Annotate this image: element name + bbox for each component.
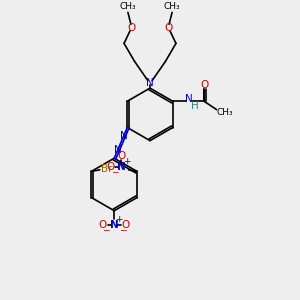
Text: Br: Br bbox=[101, 164, 113, 174]
Text: O: O bbox=[122, 220, 130, 230]
Text: +: + bbox=[123, 157, 130, 166]
Text: O: O bbox=[117, 151, 126, 160]
Text: −: − bbox=[102, 226, 110, 235]
Text: CH₃: CH₃ bbox=[120, 2, 136, 11]
Text: O: O bbox=[200, 80, 208, 90]
Text: N: N bbox=[117, 162, 126, 172]
Text: O: O bbox=[128, 23, 136, 33]
Text: O: O bbox=[106, 162, 115, 172]
Text: N: N bbox=[120, 131, 127, 142]
Text: O: O bbox=[99, 220, 107, 230]
Text: −: − bbox=[111, 167, 118, 176]
Text: N: N bbox=[185, 94, 193, 104]
Text: +: + bbox=[116, 215, 123, 224]
Text: N: N bbox=[146, 78, 154, 88]
Text: N: N bbox=[114, 145, 122, 155]
Text: CH₃: CH₃ bbox=[217, 108, 233, 117]
Text: −: − bbox=[119, 226, 126, 235]
Text: N: N bbox=[110, 220, 118, 230]
Text: O: O bbox=[164, 23, 172, 33]
Text: CH₃: CH₃ bbox=[164, 2, 180, 11]
Text: H: H bbox=[190, 101, 198, 111]
